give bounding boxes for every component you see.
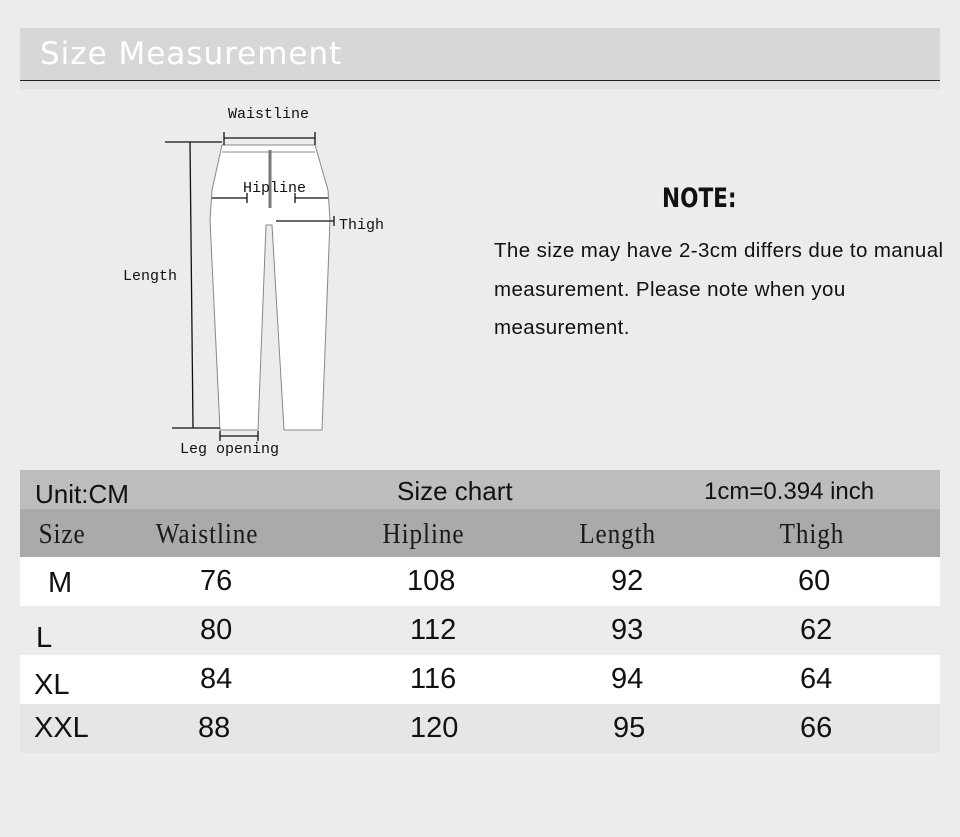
pants-measurement-diagram: Waistline Hipline Thigh Length Leg openi… <box>123 106 384 458</box>
value-cell: 84 <box>200 663 233 695</box>
divider <box>20 80 940 81</box>
value-cell: 64 <box>800 663 833 695</box>
value-cell: 60 <box>798 565 831 597</box>
note-title: NOTE: <box>662 183 737 214</box>
pants-outline <box>209 144 331 431</box>
length-label: Length <box>123 268 177 285</box>
size-cell: M <box>48 567 73 599</box>
size-cell: L <box>36 622 53 654</box>
table-row: XXL 88 120 95 66 <box>20 704 940 753</box>
value-cell: 76 <box>200 565 233 597</box>
size-chart-table: Unit:CM Size chart 1cm=0.394 inch Size W… <box>20 470 940 753</box>
leg-opening-label: Leg opening <box>180 441 279 458</box>
value-cell: 88 <box>198 712 231 744</box>
thigh-label: Thigh <box>339 217 384 234</box>
column-header: Hipline <box>382 519 465 550</box>
value-cell: 66 <box>800 712 833 744</box>
page-title: Size Measurement <box>40 36 343 72</box>
size-chart-top-bar: Unit:CM Size chart 1cm=0.394 inch <box>20 470 940 509</box>
table-row: XL 84 116 94 64 <box>20 655 940 704</box>
conversion-label: 1cm=0.394 inch <box>704 478 875 505</box>
value-cell: 95 <box>613 712 646 744</box>
column-header: Thigh <box>779 519 845 550</box>
column-header: Waistline <box>155 519 259 550</box>
note-text: The size may have 2-3cm differs due to m… <box>494 239 944 339</box>
table-row: M 76 108 92 60 <box>20 557 940 606</box>
value-cell: 92 <box>611 565 644 597</box>
value-cell: 94 <box>611 663 644 695</box>
table-row: L 80 112 93 62 <box>20 606 940 655</box>
value-cell: 120 <box>410 712 459 744</box>
size-chart-title: Size chart <box>397 476 513 506</box>
value-cell: 62 <box>800 614 833 646</box>
value-cell: 116 <box>410 663 457 695</box>
unit-label: Unit:CM <box>35 479 129 509</box>
size-cell: XL <box>34 669 70 701</box>
value-cell: 80 <box>200 614 233 646</box>
value-cell: 108 <box>407 565 456 597</box>
size-cell: XXL <box>34 712 89 744</box>
table-header-row: Size Waistline Hipline Length Thigh <box>20 509 940 557</box>
value-cell: 93 <box>611 614 644 646</box>
column-header: Size <box>38 519 86 550</box>
hipline-label: Hipline <box>243 180 306 197</box>
title-band <box>20 81 940 89</box>
waistline-label: Waistline <box>228 106 309 123</box>
value-cell: 112 <box>410 614 457 646</box>
column-header: Length <box>579 519 657 550</box>
title-bar: Size Measurement <box>20 28 940 80</box>
